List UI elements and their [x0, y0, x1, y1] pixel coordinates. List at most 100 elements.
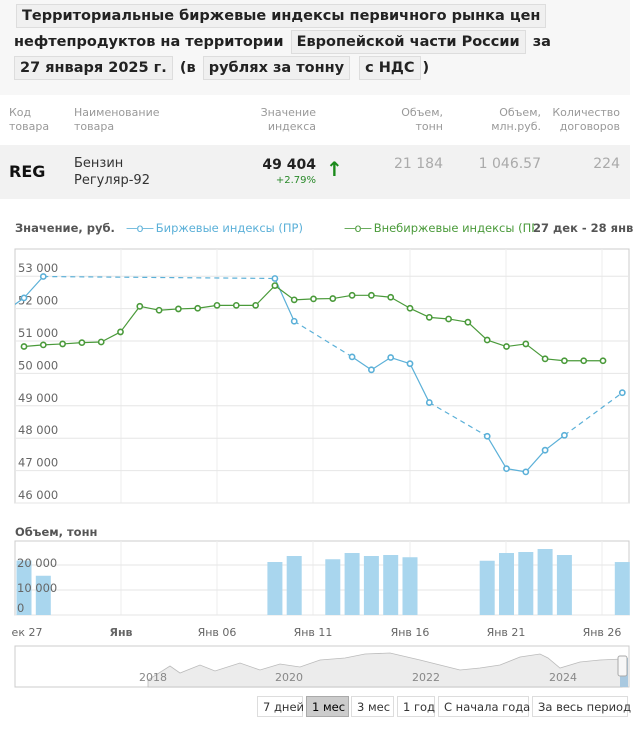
data-point	[348, 291, 356, 299]
data-point	[483, 432, 491, 440]
page-header: Территориальные биржевые индексы первичн…	[0, 0, 630, 95]
data-point	[310, 295, 317, 303]
data-point	[59, 340, 66, 348]
legend-exchange[interactable]: —o— Биржевые индексы (ПР)	[126, 221, 303, 235]
legend-marker-icon: —o—	[126, 221, 156, 235]
title-line-1: Территориальные биржевые индексы первичн…	[14, 4, 548, 28]
y-tick-label: 53 000	[18, 261, 58, 275]
range-button[interactable]: 3 мес	[351, 696, 394, 717]
x-tick-label: Янв 06	[198, 626, 237, 639]
data-point	[367, 366, 375, 374]
range-label: 27 дек - 28 янв	[533, 221, 634, 235]
col-header-value: Значение индекса	[260, 106, 316, 133]
x-tick-label: Янв 26	[583, 626, 622, 639]
series-line-segment	[390, 296, 411, 309]
data-point	[522, 468, 530, 476]
data-point	[117, 328, 124, 336]
y-tick-label: 0	[17, 601, 24, 615]
price-axis-title: Значение, руб.	[15, 221, 115, 235]
data-point	[39, 273, 47, 280]
title-line-3: 27 января 2025 г. (в рублях за тонну с Н…	[14, 56, 429, 80]
x-tick-label: Янв 16	[391, 626, 430, 639]
data-point	[561, 357, 568, 365]
volume-plot-area	[14, 540, 630, 616]
navigator-year-label: 2018	[139, 671, 167, 684]
unit-selector[interactable]: рублях за тонну	[202, 56, 351, 80]
col-header-volume-t: Объем, тонн	[401, 106, 443, 133]
series-line-segment	[15, 297, 25, 306]
volume-bar	[556, 555, 572, 615]
data-point	[367, 291, 375, 299]
navigator-year-label: 2024	[549, 671, 577, 684]
series-line-segment	[351, 356, 372, 371]
table-row[interactable]: REG Бензин Регуляр-92 49 404 +2.79% ↑ 21 …	[0, 145, 630, 199]
navigator-series	[147, 652, 623, 688]
product-name: Бензин Регуляр-92	[74, 156, 150, 188]
volume-bar	[344, 553, 360, 615]
data-point	[97, 338, 105, 346]
data-point	[136, 302, 144, 310]
data-point	[483, 336, 491, 344]
data-point	[155, 306, 163, 314]
volume-bar	[16, 560, 32, 615]
range-button[interactable]: С начала года	[438, 696, 530, 717]
data-point	[252, 301, 259, 309]
col-header-volume-rub: Объем, млн.руб.	[491, 106, 541, 133]
data-point	[541, 446, 549, 454]
data-point	[20, 343, 28, 350]
series-0	[15, 273, 626, 476]
y-tick-label: 49 000	[18, 391, 58, 405]
navigator-handle[interactable]	[617, 655, 628, 677]
data-point	[406, 360, 414, 368]
date-selector[interactable]: 27 января 2025 г.	[14, 56, 173, 80]
data-point	[329, 295, 337, 302]
y-tick-label: 46 000	[18, 488, 58, 502]
series-line-segment	[544, 434, 565, 451]
x-tick-label: ек 27	[12, 626, 43, 639]
region-selector[interactable]: Европейской части России	[290, 30, 526, 54]
data-point	[271, 275, 279, 282]
y-tick-label: 52 000	[18, 294, 58, 308]
series-1	[20, 282, 607, 365]
series-line-segment	[467, 321, 488, 341]
data-point	[78, 339, 86, 347]
volume-tonnes: 21 184	[394, 156, 443, 172]
col-header-code: Код товара	[9, 106, 50, 133]
series-line-segment	[43, 275, 275, 280]
volume-bar	[286, 556, 302, 615]
range-button[interactable]: За весь период	[532, 696, 631, 717]
legend-otc[interactable]: —o— Внебиржевые индексы (ПР)	[344, 221, 534, 235]
x-tick-label: Янв 21	[487, 626, 526, 639]
y-tick-label: 47 000	[18, 456, 58, 470]
title-line-2: нефтепродуктов на территории Европейской…	[14, 30, 551, 54]
range-button[interactable]: 1 мес	[306, 696, 349, 717]
series-line-segment	[371, 357, 392, 371]
data-point	[213, 301, 221, 309]
data-point	[464, 318, 472, 326]
product-code: REG	[9, 162, 46, 181]
data-point	[425, 313, 433, 321]
series-line-segment	[486, 435, 508, 469]
volume-bar	[402, 557, 418, 615]
range-button[interactable]: 1 год	[397, 696, 435, 717]
series-line-segment	[525, 449, 546, 473]
series-line-segment	[23, 276, 44, 299]
y-tick-label: 51 000	[18, 326, 58, 340]
range-button[interactable]: 7 дней	[257, 696, 304, 717]
navigator-year-label: 2020	[275, 671, 303, 684]
up-arrow-icon: ↑	[326, 157, 343, 181]
data-point	[561, 431, 568, 439]
series-line-segment	[120, 305, 141, 333]
volume-bar	[499, 553, 514, 615]
x-tick-label: Янв 11	[294, 626, 333, 639]
y-tick-label: 50 000	[18, 358, 58, 372]
navigator-year-label: 2022	[412, 671, 440, 684]
y-tick-label: 10 000	[17, 581, 57, 595]
volume-rub: 1 046.57	[478, 156, 541, 172]
series-line-segment	[409, 307, 430, 318]
data-point	[522, 340, 530, 348]
col-header-name: Наименование товара	[74, 106, 160, 133]
data-point	[599, 357, 607, 365]
vat-selector[interactable]: с НДС	[359, 56, 421, 80]
